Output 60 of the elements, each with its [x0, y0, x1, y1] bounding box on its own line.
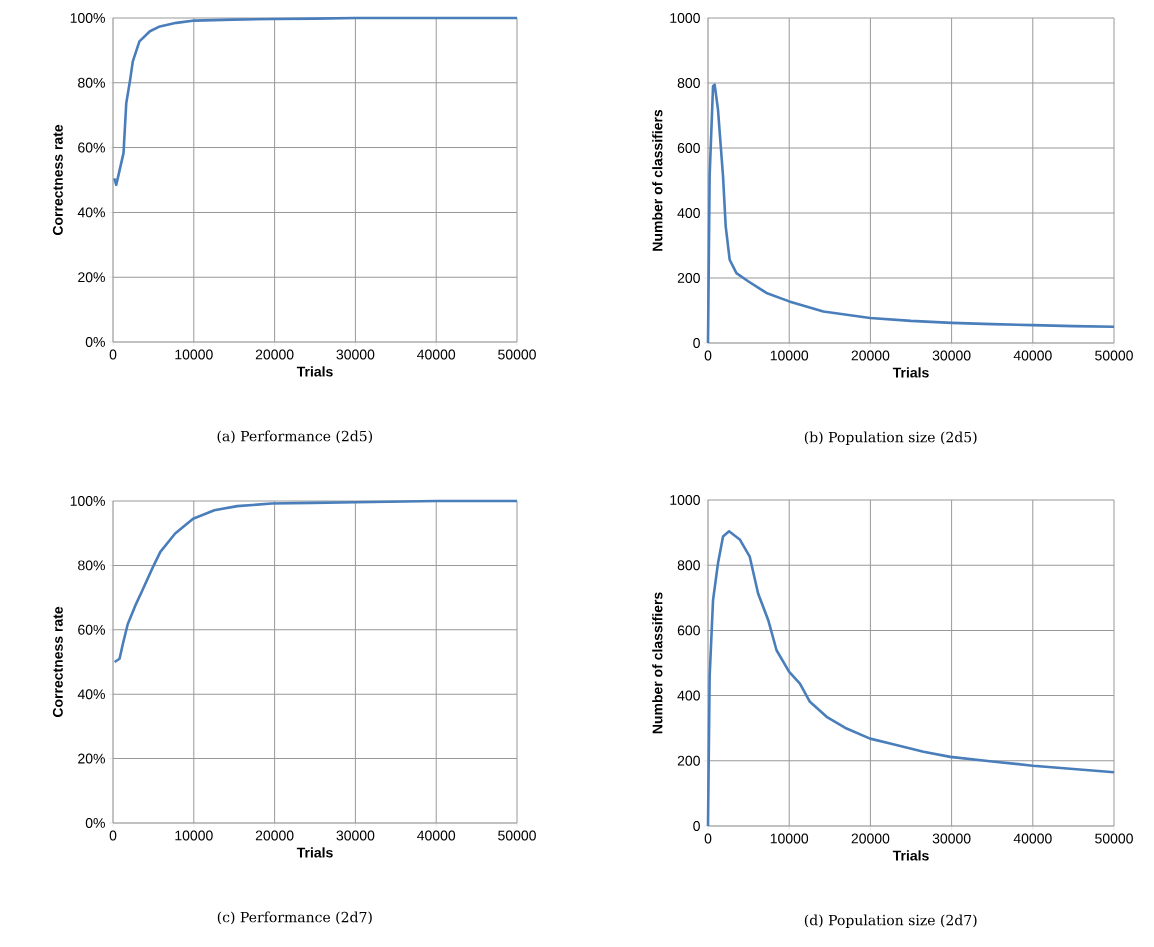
- y-tick-label: 20%: [78, 753, 105, 764]
- text: (c) Performance (2d7): [217, 911, 372, 925]
- y-tick-label: 0%: [85, 337, 105, 347]
- y-tick-label: 600: [677, 625, 700, 636]
- x-tick-label: 40000: [417, 830, 456, 841]
- x-tick-label: 0: [704, 833, 712, 844]
- x-axis-title: Trials: [296, 847, 333, 858]
- y-tick-label: 1000: [670, 13, 700, 23]
- x-tick-label: 0: [109, 830, 117, 841]
- x-tick-label: 10000: [770, 350, 809, 361]
- text: (d) Population size (2d7): [804, 914, 977, 929]
- y-tick-label: 60%: [78, 624, 105, 635]
- y-tick-label: 100%: [70, 13, 105, 23]
- y-tick-label: 40%: [77, 207, 105, 218]
- x-tick-label: 50000: [1095, 833, 1133, 844]
- y-axis-title: Number of classifiers: [652, 109, 663, 251]
- y-tick-label: 100%: [70, 496, 105, 506]
- y-tick-label: 200: [677, 273, 700, 283]
- y-tick-label: 400: [677, 690, 700, 701]
- y-tick-label: 20%: [78, 272, 105, 283]
- x-tick-label: 40000: [1013, 350, 1052, 361]
- text: (a) Performance (2d5): [217, 430, 373, 444]
- y-tick-label: 800: [677, 78, 700, 88]
- x-tick-label: 10000: [770, 833, 809, 844]
- y-tick-label: 40%: [77, 689, 105, 700]
- x-axis-title: Trials: [892, 367, 929, 378]
- x-tick-label: 10000: [175, 349, 213, 360]
- x-tick-label: 20000: [255, 830, 294, 841]
- x-tick-label: 30000: [932, 833, 971, 844]
- x-tick-label: 50000: [498, 349, 536, 360]
- y-tick-label: 60%: [78, 142, 105, 153]
- y-tick-label: 0: [693, 338, 700, 348]
- x-tick-label: 50000: [498, 830, 536, 841]
- x-tick-label: 0: [704, 350, 712, 361]
- y-tick-label: 600: [677, 143, 700, 153]
- y-tick-label: 200: [677, 755, 700, 766]
- y-tick-label: 400: [677, 208, 700, 218]
- y-tick-label: 1000: [670, 495, 700, 505]
- x-tick-label: 0: [109, 349, 117, 360]
- x-axis-title: Trials: [296, 366, 333, 377]
- y-axis-title: Correctness rate: [52, 606, 63, 718]
- y-axis-title: Number of classifiers: [652, 592, 663, 734]
- text: (b) Population size (2d5): [804, 431, 977, 446]
- x-tick-label: 10000: [175, 830, 213, 841]
- x-tick-label: 20000: [851, 350, 890, 361]
- x-axis-title: Trials: [892, 850, 929, 861]
- x-tick-label: 40000: [1013, 833, 1052, 844]
- y-tick-label: 800: [677, 560, 700, 571]
- x-tick-label: 40000: [417, 349, 456, 360]
- x-tick-label: 30000: [932, 350, 971, 361]
- y-tick-label: 0: [693, 821, 700, 831]
- x-tick-label: 30000: [336, 349, 375, 360]
- y-tick-label: 80%: [78, 77, 105, 88]
- x-tick-label: 20000: [255, 349, 294, 360]
- x-tick-label: 20000: [851, 833, 890, 844]
- x-tick-label: 30000: [336, 830, 375, 841]
- y-axis-title: Correctness rate: [52, 124, 63, 236]
- y-tick-label: 0%: [85, 818, 105, 828]
- x-tick-label: 50000: [1095, 350, 1133, 361]
- y-tick-label: 80%: [78, 560, 105, 571]
